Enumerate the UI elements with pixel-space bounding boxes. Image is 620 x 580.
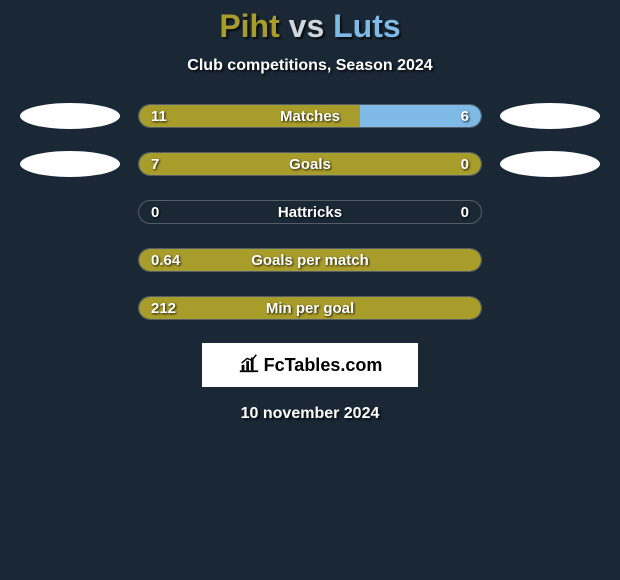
stat-value-player1: 0.64 [151, 249, 180, 272]
stat-bar: Goals per match0.64 [138, 248, 482, 272]
stat-row: Goals7 0 [0, 151, 620, 177]
avatar-spacer [20, 199, 120, 225]
avatar-spacer [500, 295, 600, 321]
stat-label: Hattricks [139, 201, 481, 224]
stat-label: Matches [139, 105, 481, 128]
avatar-spacer [500, 247, 600, 273]
avatar-spacer [500, 199, 600, 225]
stats-section: Matches116Goals70Hattricks00Goals per ma… [0, 103, 620, 321]
player1-avatar [20, 103, 120, 129]
page-title: Piht vs Luts [0, 8, 620, 45]
stat-value-player1: 212 [151, 297, 176, 320]
source-logo[interactable]: FcTables.com [202, 343, 418, 387]
comparison-card: Piht vs Luts Club competitions, Season 2… [0, 0, 620, 423]
stat-value-player2: 0 [461, 153, 469, 176]
player2-avatar [500, 103, 600, 129]
stat-label: Goals per match [139, 249, 481, 272]
stat-bar: Matches11 6 [138, 104, 482, 128]
chart-icon [238, 352, 260, 379]
stat-row: Goals per match0.64 [0, 247, 620, 273]
avatar-spacer [20, 247, 120, 273]
stat-row: Matches11 6 [0, 103, 620, 129]
stat-bar: Goals7 0 [138, 152, 482, 176]
stat-row: Hattricks0 0 [0, 199, 620, 225]
date-label: 10 november 2024 [0, 405, 620, 423]
source-logo-text: FcTables.com [264, 355, 383, 376]
stat-value-player2: 0 [461, 201, 469, 224]
avatar-spacer [20, 295, 120, 321]
player1-avatar [20, 151, 120, 177]
stat-value-player2: 6 [461, 105, 469, 128]
stat-value-player1: 7 [151, 153, 159, 176]
stat-row: Min per goal212 [0, 295, 620, 321]
stat-value-player1: 11 [151, 105, 167, 128]
stat-bar: Min per goal212 [138, 296, 482, 320]
title-player1: Piht [219, 8, 279, 44]
player2-avatar [500, 151, 600, 177]
subtitle: Club competitions, Season 2024 [0, 57, 620, 75]
title-vs: vs [289, 8, 325, 44]
stat-value-player1: 0 [151, 201, 159, 224]
stat-bar: Hattricks0 0 [138, 200, 482, 224]
stat-label: Goals [139, 153, 481, 176]
title-player2: Luts [333, 8, 401, 44]
stat-label: Min per goal [139, 297, 481, 320]
